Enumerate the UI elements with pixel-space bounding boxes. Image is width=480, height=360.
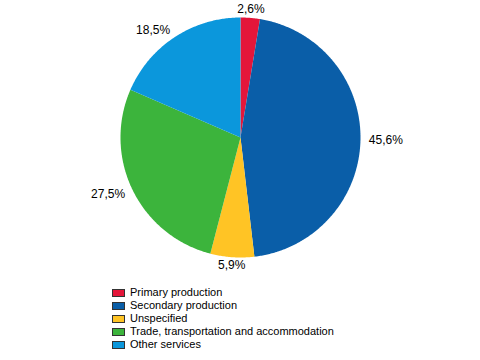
svg-text:2,6%: 2,6% <box>237 2 265 16</box>
html-text:Trade, transportation and acco: Trade, transportation and accommodation <box>130 325 334 337</box>
html-text:Secondary production: Secondary production <box>130 299 237 311</box>
html-text:Unspecified: Unspecified <box>130 312 188 324</box>
html-text:Primary production: Primary production <box>130 286 223 298</box>
html-text:Other services: Other services <box>130 338 201 350</box>
svg-text:45,6%: 45,6% <box>369 133 403 147</box>
svg-text:5,9%: 5,9% <box>218 258 246 272</box>
svg-text:27,5%: 27,5% <box>91 187 125 201</box>
svg-text:18,5%: 18,5% <box>136 23 170 37</box>
